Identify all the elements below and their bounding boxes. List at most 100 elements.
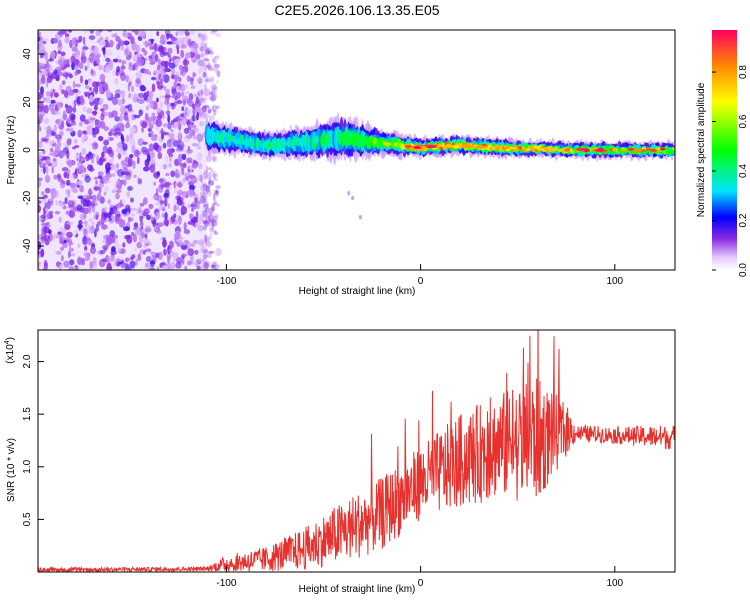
heatmap-cell [121,59,125,69]
heatmap-cell [69,259,75,266]
heatmap-cell [213,199,217,205]
heatmap-cell [174,75,180,82]
heatmap-cell [102,103,109,111]
heatmap-cell [214,190,218,195]
heatmap-cell [42,97,47,102]
heatmap-cell [63,171,68,179]
heatmap-cell [215,185,221,190]
heatmap-cell [142,243,148,249]
heatmap-cell [74,145,80,149]
heatmap-cell [72,88,79,93]
heatmap-cell [117,202,120,210]
heatmap-cell [213,189,219,197]
heatmap-cell [174,232,181,240]
y-tick-label: 20 [22,96,33,108]
heatmap-cell [210,91,218,101]
heatmap-cell [215,32,222,38]
heatmap-cell [660,147,666,151]
heatmap-cell [196,257,204,263]
heatmap-cell [163,198,168,207]
heatmap-cell [112,69,116,77]
heatmap-cell [347,191,351,196]
heatmap-cell [132,233,137,243]
heatmap-cell [200,198,205,205]
heatmap-cell [134,30,139,36]
heatmap-cell [171,67,176,77]
heatmap-cell [197,155,203,165]
heatmap-cell [199,191,205,198]
heatmap-cell [533,145,538,149]
heatmap-cell [212,202,218,206]
heatmap-cell [162,123,169,128]
y-tick-label: 40 [22,48,33,60]
heatmap-cell [197,152,203,161]
snr-panel: -100 0 100 0.5 1.0 1.5 2.0 Height of straight… [4,329,676,595]
heatmap-cell [146,214,151,221]
heatmap-cell [144,225,152,233]
heatmap-cell [157,251,163,260]
heatmap-cell [177,131,182,140]
heatmap-cell [109,204,114,208]
heatmap-cell [283,141,288,147]
heatmap-cell [212,192,216,202]
y-tick-label: -20 [22,190,33,205]
heatmap-cell [162,237,166,241]
heatmap-cell [205,77,212,83]
heatmap-cell [115,163,119,169]
heatmap-cell [57,174,61,179]
heatmap-cell [207,62,211,71]
heatmap-cell [183,177,186,183]
heatmap-cell [73,139,78,144]
heatmap-cell [148,90,154,100]
heatmap-cell [199,42,206,46]
heatmap-cell [207,106,212,114]
heatmap-cell [358,215,362,220]
heatmap-cell [108,149,114,158]
heatmap-cell [194,128,199,133]
heatmap-cell [208,250,215,254]
heatmap-cell [98,64,103,71]
heatmap-cell [102,238,107,244]
heatmap-cell [156,211,160,218]
heatmap-cell [202,106,207,113]
heatmap-cell [77,243,81,248]
colorbar: 0.0 0.2 0.4 0.6 0.8 Normalized spectral ampl… [696,30,749,277]
heatmap-cell [139,212,143,217]
heatmap-cell [38,92,42,101]
heatmap-cell [80,196,85,205]
y-tick-label: 1.0 [22,459,33,473]
x-tick-label: 100 [606,578,623,589]
heatmap-cell [40,248,45,258]
heatmap-cell [73,58,80,66]
heatmap-cell [144,112,149,122]
heatmap-cell [74,168,78,176]
heatmap-cell [130,207,138,211]
heatmap-cell [88,115,95,124]
heatmap-cell [212,172,216,180]
heatmap-cell [209,232,213,240]
heatmap-cell [184,265,188,270]
heatmap-cell [79,185,84,193]
heatmap-cell [46,75,53,84]
heatmap-cell [137,156,140,165]
heatmap-cell [61,120,64,127]
heatmap-cell [127,157,133,166]
heatmap-cell [48,103,54,112]
heatmap-cell [143,208,150,215]
heatmap-cell [116,255,123,263]
heatmap-cell [174,80,177,90]
heatmap-cell [442,146,447,150]
heatmap-cell [131,30,135,33]
y-tick-label: 0.5 [22,512,33,526]
heatmap-cell [74,70,79,76]
heatmap-cell [211,261,218,268]
heatmap-cell [111,173,116,177]
heatmap-cell [104,206,108,212]
heatmap-cell [136,241,142,249]
heatmap-cell [44,126,48,130]
heatmap-cell [117,244,122,252]
heatmap-cell [119,105,126,114]
heatmap-cell [404,145,413,149]
heatmap-cell [63,239,67,244]
heatmap-cell [437,143,443,147]
